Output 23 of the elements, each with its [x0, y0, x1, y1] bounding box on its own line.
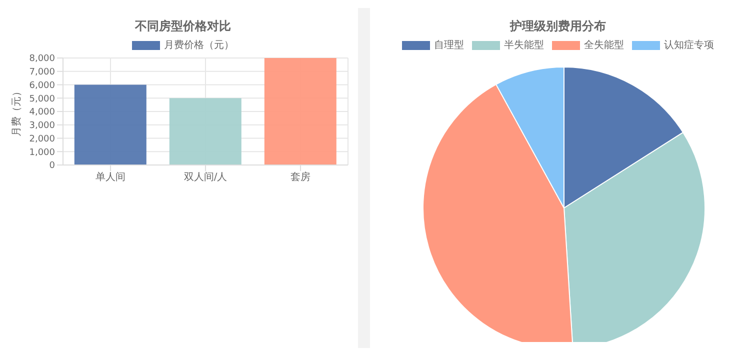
- bar: [264, 58, 336, 165]
- y-axis-title: 月费（元）: [10, 86, 23, 136]
- legend-label: 月费价格（元）: [164, 38, 234, 52]
- y-tick-label: 0: [49, 161, 56, 172]
- bar: [74, 84, 146, 165]
- legend-label: 自理型: [434, 38, 464, 52]
- y-tick-label: 1,000: [29, 148, 56, 158]
- x-tick-label: 套房: [290, 171, 310, 184]
- y-tick-label: 4,000: [29, 108, 56, 118]
- y-tick-label: 5,000: [29, 94, 56, 104]
- y-tick-label: 6,000: [29, 80, 56, 91]
- chart-title: 不同房型价格对比: [134, 18, 232, 35]
- legend-label: 全失能型: [584, 38, 624, 52]
- y-tick-label: 8,000: [29, 54, 56, 64]
- x-tick-label: 双人间/人: [184, 171, 228, 184]
- bar: [169, 98, 242, 165]
- y-tick-label: 3,000: [29, 121, 56, 132]
- y-tick-label: 2,000: [29, 134, 56, 144]
- legend-label: 半失能型: [504, 38, 544, 52]
- chart-title: 护理级别费用分布: [508, 18, 607, 35]
- x-tick-label: 单人间: [96, 171, 126, 184]
- y-tick-label: 7,000: [29, 68, 56, 78]
- legend-label: 认知症专项: [664, 38, 714, 52]
